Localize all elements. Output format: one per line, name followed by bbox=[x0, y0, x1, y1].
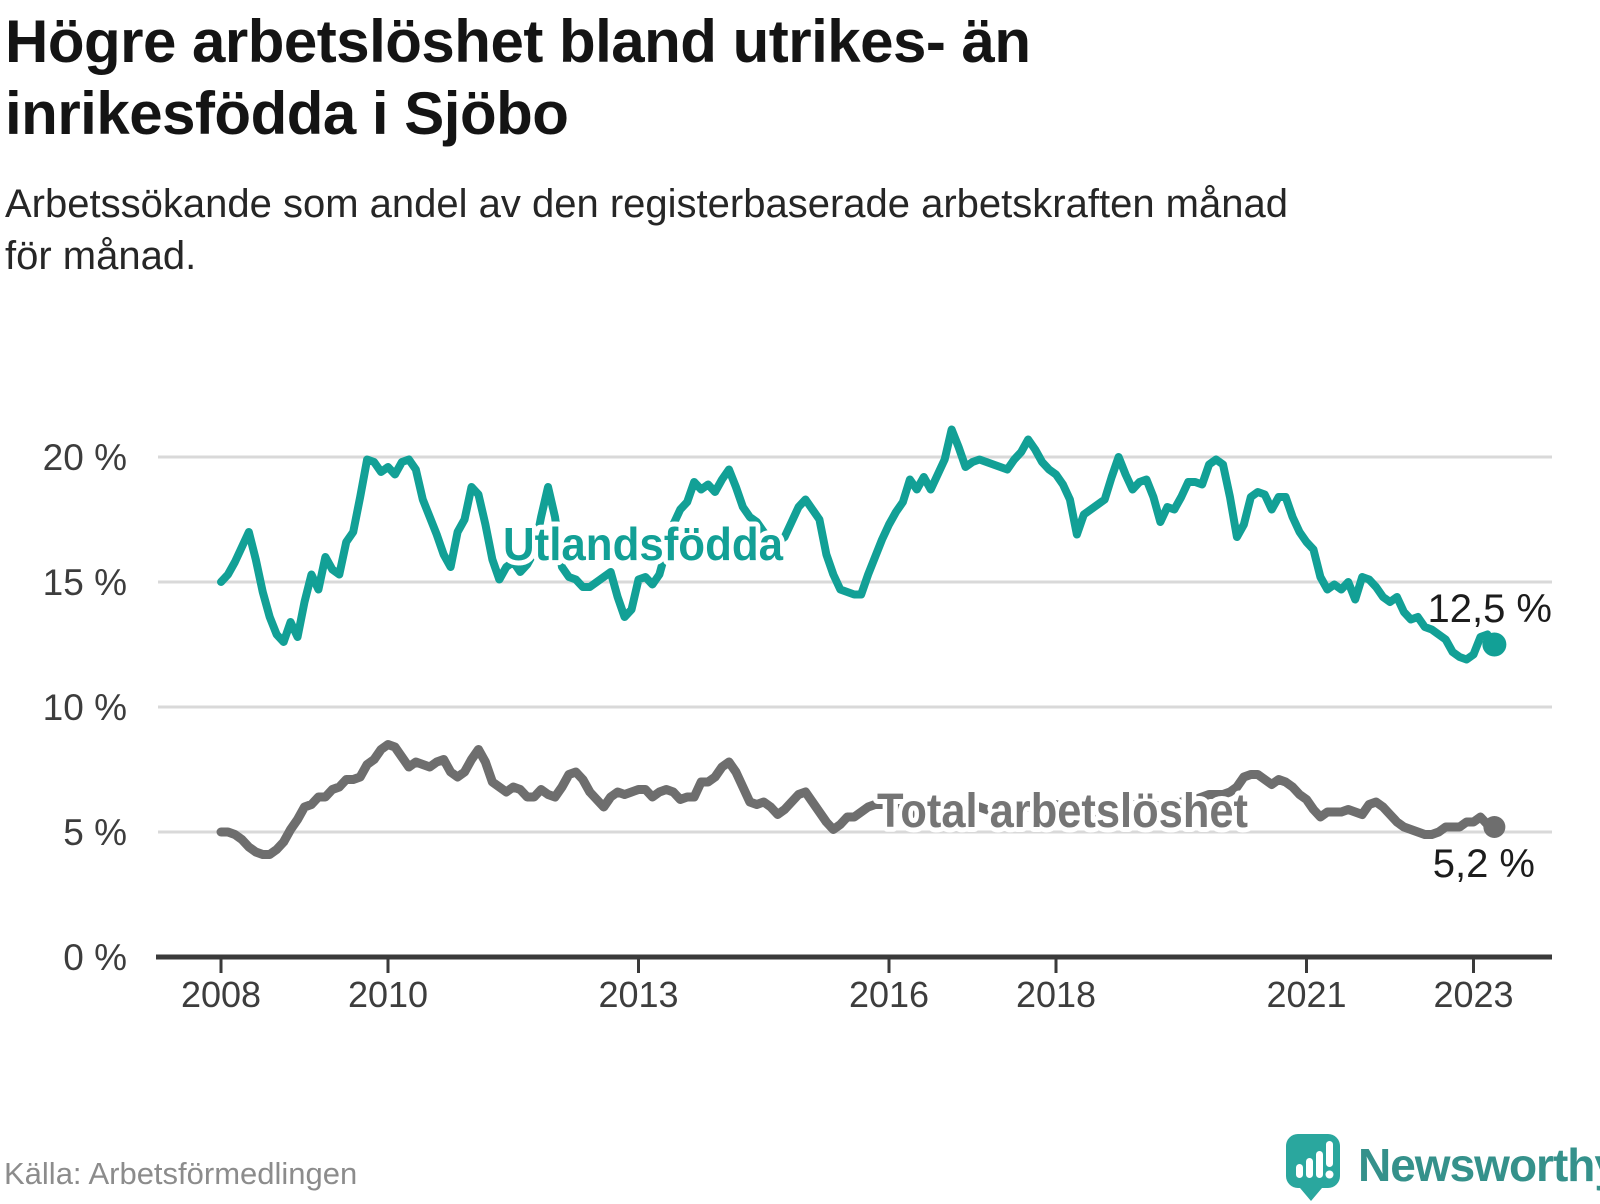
newsworthy-wordmark: Newsworthy bbox=[1358, 1139, 1600, 1191]
subtitle-line-2: för månad. bbox=[5, 234, 197, 278]
y-axis-tick-label: 0 % bbox=[63, 937, 127, 978]
x-axis-tick-label: 2013 bbox=[598, 974, 678, 1015]
line-total bbox=[216, 740, 1499, 859]
bar-1 bbox=[1296, 1164, 1303, 1178]
y-axis-tick-label: 5 % bbox=[63, 812, 127, 853]
subtitle-line-1: Arbetssökande som andel av den registerb… bbox=[5, 182, 1288, 226]
bar-2 bbox=[1306, 1158, 1313, 1178]
exclamation-dot bbox=[1325, 1170, 1334, 1179]
end-value-label-total: 5,2 % bbox=[1433, 842, 1535, 886]
x-axis-tick-label: 2018 bbox=[1016, 974, 1096, 1015]
newsworthy-logo: Newsworthy bbox=[1286, 1134, 1600, 1204]
bar-3 bbox=[1316, 1151, 1323, 1178]
x-axis-tick-label: 2008 bbox=[181, 974, 261, 1015]
page-title: Högre arbetslöshet bland utrikes- än inr… bbox=[5, 6, 1565, 150]
chart-subtitle: Arbetssökande som andel av den registerb… bbox=[5, 178, 1565, 282]
title-line-1: Högre arbetslöshet bland utrikes- än bbox=[5, 8, 1031, 75]
title-line-2: inrikesfödda i Sjöbo bbox=[5, 80, 569, 147]
y-axis-tick-label: 20 % bbox=[43, 437, 127, 478]
x-axis-tick-label: 2023 bbox=[1433, 974, 1513, 1015]
series-label-utlandsfodda: Utlandsfödda bbox=[503, 518, 783, 570]
end-dot-total bbox=[1483, 816, 1506, 838]
newsworthy-logo-icon bbox=[1286, 1134, 1340, 1201]
line-utlandsfodda bbox=[217, 425, 1499, 664]
series-label-total: Total arbetslöshet bbox=[877, 785, 1248, 838]
end-dot-utlandsfodda bbox=[1482, 632, 1507, 657]
y-axis-tick-label: 15 % bbox=[43, 562, 127, 603]
exclamation-bar bbox=[1326, 1141, 1333, 1167]
chart-header: Högre arbetslöshet bland utrikes- än inr… bbox=[5, 0, 1565, 282]
end-value-label-utlandsfodda: 12,5 % bbox=[1427, 587, 1552, 631]
x-axis-tick-label: 2010 bbox=[348, 974, 428, 1015]
x-axis-tick-label: 2016 bbox=[849, 974, 929, 1015]
x-axis-tick-label: 2021 bbox=[1266, 974, 1346, 1015]
source-note: Källa: Arbetsförmedlingen bbox=[4, 1156, 358, 1191]
y-axis-tick-label: 10 % bbox=[43, 687, 127, 728]
